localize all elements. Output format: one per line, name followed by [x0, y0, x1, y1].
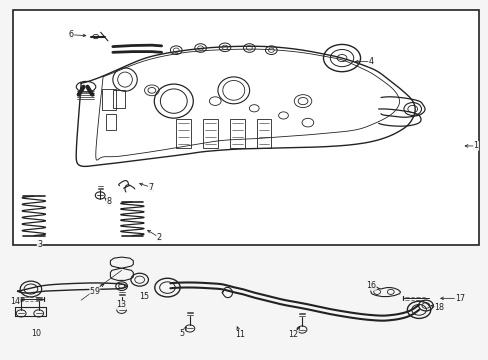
Bar [256, 119, 271, 148]
Text: 11: 11 [235, 330, 245, 339]
Text: 10: 10 [31, 329, 41, 338]
Text: 8: 8 [106, 197, 111, 206]
Text: 14: 14 [10, 297, 20, 306]
Text: 16: 16 [366, 281, 375, 290]
Bar [229, 119, 244, 148]
Text: 9: 9 [95, 287, 100, 296]
Text: 6: 6 [69, 30, 74, 39]
Bar [113, 90, 125, 108]
Text: 13: 13 [116, 300, 126, 309]
Text: 18: 18 [434, 303, 444, 312]
Bar [105, 114, 116, 130]
Text: 12: 12 [287, 330, 298, 339]
Text: 3: 3 [37, 240, 42, 249]
Bar [102, 89, 116, 110]
Text: 1: 1 [473, 141, 478, 150]
Text: 4: 4 [368, 57, 373, 66]
Text: 7: 7 [148, 183, 153, 192]
Text: 15: 15 [139, 292, 149, 301]
Text: 5: 5 [90, 287, 95, 296]
Bar [203, 119, 217, 148]
Text: 17: 17 [454, 294, 464, 303]
Bar [176, 119, 190, 148]
Bar [13, 10, 478, 244]
Text: 5: 5 [179, 329, 184, 338]
Text: 2: 2 [156, 233, 162, 242]
